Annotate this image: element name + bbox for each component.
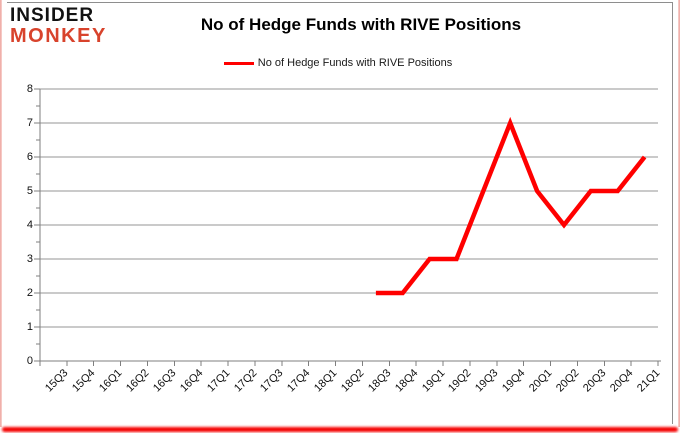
logo-text-insider: INSIDER: [10, 5, 95, 26]
logo-text-monkey: MONKEY: [10, 25, 107, 47]
y-axis-label: 4: [26, 219, 33, 231]
y-axis-label: 2: [26, 287, 33, 299]
insider-monkey-logo: INSIDER MONKEY: [10, 6, 107, 46]
y-axis-label: 8: [26, 83, 33, 95]
legend-line-swatch: [223, 61, 254, 65]
page-border-bottom-glow: [2, 427, 678, 432]
y-axis-label: 5: [26, 185, 33, 197]
y-axis-label: 7: [26, 117, 33, 129]
page-border-right: [678, 0, 680, 427]
chart-border-frame: [7, 2, 673, 424]
page-border-left: [0, 0, 2, 427]
y-axis-label: 1: [26, 321, 33, 333]
y-axis-label: 0: [26, 355, 33, 367]
chart-title: No of Hedge Funds with RIVE Positions: [200, 15, 522, 34]
legend: No of Hedge Funds with RIVE Positions: [18, 55, 658, 71]
y-axis-label: 3: [26, 253, 33, 265]
legend-label: No of Hedge Funds with RIVE Positions: [257, 57, 453, 69]
y-axis-label: 6: [26, 151, 33, 163]
series-line: [375, 116, 647, 296]
